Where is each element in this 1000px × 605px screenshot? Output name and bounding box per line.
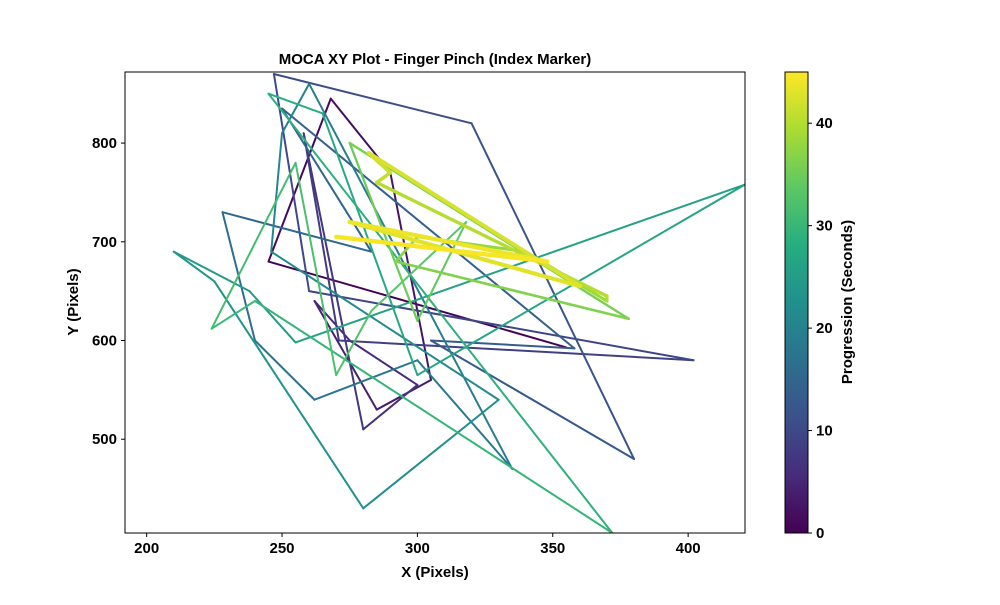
trajectory-segment (335, 309, 373, 377)
trajectory-segment (172, 250, 216, 283)
trajectory-segment (394, 260, 630, 321)
trajectory-segment (281, 107, 576, 350)
trajectory-segment (348, 339, 419, 386)
trajectory-segment (333, 234, 550, 264)
colorbar (784, 71, 809, 534)
x-tick-label: 400 (676, 540, 701, 557)
y-axis-ticks: 500 600 700 800 (92, 135, 125, 448)
trajectory-segment (270, 132, 284, 253)
trajectory-segment (470, 122, 635, 460)
x-tick-label: 300 (405, 540, 430, 557)
y-axis-label: Y (Pixels) (65, 268, 82, 335)
trajectory-segment (375, 170, 393, 185)
trajectory-segment (210, 300, 256, 330)
trajectory-segment (429, 339, 576, 350)
series-layer (172, 72, 745, 533)
trajectory-segment (429, 339, 635, 460)
y-tick-label: 700 (92, 234, 117, 251)
trajectory-segment (281, 82, 311, 135)
trajectory-segment (267, 92, 324, 115)
plot-frame (124, 71, 746, 534)
y-tick-label: 800 (92, 135, 117, 152)
trajectory-segment (253, 339, 316, 401)
colorbar-tick-label: 40 (816, 115, 833, 132)
colorbar-tick-label: 0 (816, 525, 824, 542)
trajectory-segment (347, 220, 582, 289)
trajectory-segment (213, 280, 365, 510)
trajectory-segment (347, 219, 550, 264)
x-tick-label: 250 (270, 540, 295, 557)
x-tick-label: 200 (134, 540, 159, 557)
trajectory-segment (253, 300, 614, 533)
y-tick-label: 600 (92, 333, 117, 350)
trajectory-segment (362, 383, 419, 431)
x-axis-label: X (Pixels) (401, 564, 469, 581)
colorbar-tick-label: 20 (816, 320, 833, 337)
trajectory-segment (416, 183, 745, 377)
trajectory-segment (302, 132, 340, 342)
trajectory-segment (210, 161, 297, 330)
trajectory-segment (281, 107, 373, 253)
trajectory-segment (416, 359, 514, 470)
x-axis-ticks: 200 250 300 350 400 (134, 533, 701, 557)
colorbar-tick-label: 30 (816, 218, 833, 235)
chart-title: MOCA XY Plot - Finger Pinch (Index Marke… (279, 51, 592, 68)
trajectory-segment (272, 72, 473, 125)
colorbar-ticks: 0 10 20 30 40 (808, 115, 833, 542)
trajectory-segment (294, 183, 745, 344)
colorbar-tick-label: 10 (816, 423, 833, 440)
trajectory-segment (321, 112, 419, 377)
trajectory-segment (248, 290, 297, 344)
trajectory-segment (313, 359, 419, 401)
trajectory-segment (267, 92, 614, 533)
trajectory-segment (270, 250, 500, 401)
trajectory-segment (416, 221, 468, 322)
trajectory-segment (172, 250, 251, 293)
trajectory-segment (366, 150, 582, 289)
trajectory-segment (272, 72, 311, 293)
x-tick-label: 350 (540, 540, 565, 557)
trajectory-segment (294, 161, 338, 377)
trajectory-segment (337, 339, 695, 362)
trajectory-segment (302, 132, 365, 431)
trajectory-segment (362, 398, 500, 510)
colorbar-label: Progression (Seconds) (839, 220, 856, 384)
y-tick-label: 500 (92, 431, 117, 448)
trajectory-segment (221, 211, 373, 253)
